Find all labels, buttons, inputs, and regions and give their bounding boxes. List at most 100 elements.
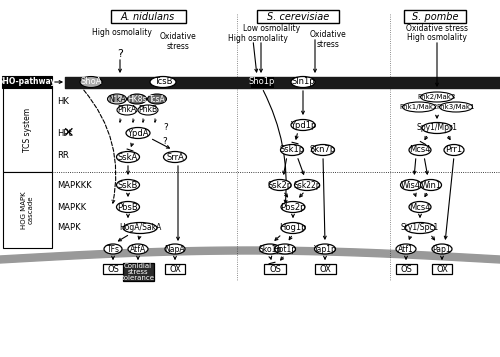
Text: OS: OS bbox=[269, 265, 281, 273]
Ellipse shape bbox=[104, 244, 122, 254]
Ellipse shape bbox=[396, 244, 416, 254]
Ellipse shape bbox=[116, 151, 140, 162]
Text: NikA: NikA bbox=[108, 95, 126, 104]
FancyBboxPatch shape bbox=[3, 172, 52, 248]
Ellipse shape bbox=[402, 102, 436, 112]
Text: Sko1p: Sko1p bbox=[258, 245, 281, 253]
Text: Sho1p: Sho1p bbox=[249, 77, 275, 86]
Text: Wis4: Wis4 bbox=[401, 181, 421, 190]
Text: Phk1/Mak2: Phk1/Mak2 bbox=[400, 104, 438, 110]
Ellipse shape bbox=[294, 180, 320, 191]
Ellipse shape bbox=[281, 201, 305, 212]
Ellipse shape bbox=[116, 180, 140, 191]
Text: Ssk1p: Ssk1p bbox=[280, 146, 304, 155]
Text: OX: OX bbox=[169, 265, 181, 273]
Text: HPt: HPt bbox=[57, 129, 72, 137]
Text: MAPK: MAPK bbox=[57, 223, 80, 232]
Text: RR: RR bbox=[57, 151, 69, 160]
Ellipse shape bbox=[80, 76, 102, 87]
Ellipse shape bbox=[126, 127, 150, 139]
FancyBboxPatch shape bbox=[3, 87, 52, 172]
Ellipse shape bbox=[280, 145, 303, 156]
Ellipse shape bbox=[117, 105, 137, 115]
Text: Oxidative stress: Oxidative stress bbox=[406, 24, 468, 33]
Ellipse shape bbox=[150, 76, 176, 87]
Ellipse shape bbox=[128, 94, 146, 104]
Ellipse shape bbox=[422, 122, 452, 134]
Text: OS: OS bbox=[400, 265, 412, 273]
Text: Hog1p: Hog1p bbox=[279, 223, 307, 232]
FancyBboxPatch shape bbox=[165, 264, 185, 274]
Text: HogA/SakA: HogA/SakA bbox=[119, 223, 161, 232]
FancyBboxPatch shape bbox=[122, 263, 154, 281]
Ellipse shape bbox=[312, 145, 334, 156]
Ellipse shape bbox=[314, 244, 336, 254]
Ellipse shape bbox=[281, 222, 305, 233]
Text: Hot1p: Hot1p bbox=[274, 245, 296, 253]
Text: Pbs2p: Pbs2p bbox=[280, 202, 306, 211]
Text: OS: OS bbox=[107, 265, 119, 273]
Text: Sln1p: Sln1p bbox=[291, 77, 315, 86]
Text: Mcs4: Mcs4 bbox=[409, 146, 431, 155]
Ellipse shape bbox=[260, 244, 280, 254]
Text: NapA: NapA bbox=[164, 245, 186, 253]
Text: ✕: ✕ bbox=[62, 126, 74, 140]
FancyBboxPatch shape bbox=[102, 264, 124, 274]
Text: YpdA: YpdA bbox=[127, 129, 149, 137]
FancyBboxPatch shape bbox=[432, 264, 452, 274]
Text: TcsB: TcsB bbox=[154, 77, 172, 86]
FancyBboxPatch shape bbox=[314, 264, 336, 274]
Text: SrrA: SrrA bbox=[166, 152, 184, 161]
Text: Low osmolality: Low osmolality bbox=[244, 24, 300, 33]
Text: A. nidulans: A. nidulans bbox=[121, 11, 175, 21]
Text: AtfA: AtfA bbox=[130, 245, 146, 253]
Text: SskA: SskA bbox=[118, 152, 138, 161]
Text: PbsB: PbsB bbox=[118, 202, 139, 211]
Ellipse shape bbox=[400, 180, 421, 191]
Ellipse shape bbox=[444, 145, 464, 156]
Ellipse shape bbox=[291, 120, 315, 131]
FancyBboxPatch shape bbox=[264, 264, 286, 274]
Ellipse shape bbox=[405, 222, 435, 233]
Text: Yap1p: Yap1p bbox=[314, 245, 336, 253]
Ellipse shape bbox=[409, 145, 431, 156]
Text: HK8s: HK8s bbox=[127, 95, 147, 104]
Text: MAPKKK: MAPKKK bbox=[57, 181, 92, 190]
Text: Ssk2p: Ssk2p bbox=[268, 181, 292, 190]
Text: TcsA: TcsA bbox=[148, 95, 166, 104]
Text: Prr1: Prr1 bbox=[446, 146, 462, 155]
Text: HK: HK bbox=[57, 97, 69, 106]
Ellipse shape bbox=[148, 94, 167, 104]
Ellipse shape bbox=[440, 102, 472, 112]
Text: ShoA: ShoA bbox=[80, 77, 102, 86]
Text: Pap1: Pap1 bbox=[432, 245, 452, 253]
Text: ?: ? bbox=[163, 124, 168, 132]
Ellipse shape bbox=[409, 201, 431, 212]
Text: High osmolality: High osmolality bbox=[92, 28, 152, 37]
FancyBboxPatch shape bbox=[250, 76, 274, 87]
Ellipse shape bbox=[138, 105, 158, 115]
Ellipse shape bbox=[123, 222, 157, 233]
Text: High osmolality: High osmolality bbox=[228, 34, 288, 43]
Ellipse shape bbox=[269, 180, 291, 191]
Text: OX: OX bbox=[436, 265, 448, 273]
Text: Conidial
stress
tolerance: Conidial stress tolerance bbox=[122, 263, 154, 281]
Text: MAPKK: MAPKK bbox=[57, 202, 86, 211]
Ellipse shape bbox=[164, 151, 186, 162]
Text: Ssk22p: Ssk22p bbox=[293, 181, 321, 190]
Ellipse shape bbox=[165, 244, 185, 254]
FancyBboxPatch shape bbox=[257, 10, 339, 23]
Ellipse shape bbox=[420, 92, 454, 102]
Ellipse shape bbox=[116, 201, 140, 212]
Text: Oxidative
stress: Oxidative stress bbox=[160, 32, 196, 51]
Text: High osmolality: High osmolality bbox=[407, 33, 467, 42]
FancyBboxPatch shape bbox=[2, 76, 52, 88]
Ellipse shape bbox=[274, 244, 295, 254]
FancyBboxPatch shape bbox=[404, 10, 466, 23]
FancyBboxPatch shape bbox=[396, 264, 416, 274]
Text: Phk3/Mak1: Phk3/Mak1 bbox=[437, 104, 475, 110]
Text: PhkB: PhkB bbox=[138, 106, 158, 115]
Text: ?: ? bbox=[117, 49, 123, 59]
Text: Spy1/Mpr1: Spy1/Mpr1 bbox=[416, 124, 458, 132]
Text: Skn7p: Skn7p bbox=[310, 146, 336, 155]
